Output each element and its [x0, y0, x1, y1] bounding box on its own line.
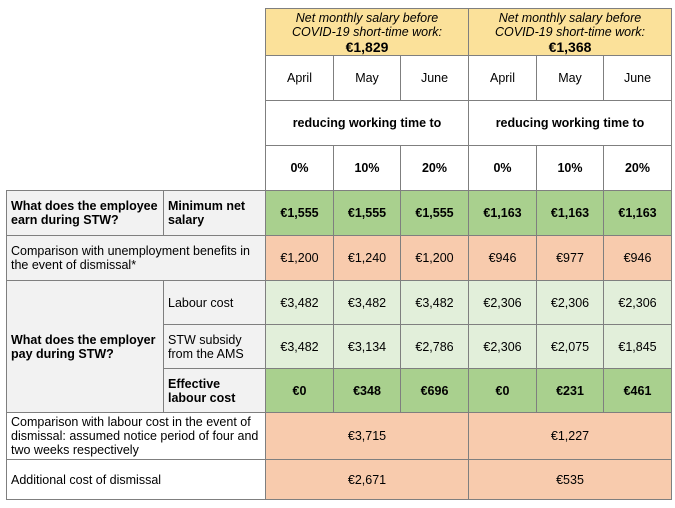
effective-value: €231 — [536, 368, 604, 413]
employer-question: What does the employer pay during STW? — [6, 280, 164, 413]
subsidy-value: €2,786 — [400, 324, 469, 369]
unemployment-value: €977 — [536, 235, 604, 281]
month-header: June — [400, 55, 469, 101]
stw-comparison-table: Net monthly salary before COVID-19 short… — [6, 8, 672, 500]
salary-header-line1: Net monthly salary before — [295, 10, 439, 25]
salary-header-amount: €1,829 — [345, 38, 389, 55]
labour-cost-row: What does the employer pay during STW? L… — [6, 280, 672, 413]
subsidy-row: STW subsidy from the AMS €3,482 €3,134 €… — [7, 324, 672, 369]
percent-header: 0% — [468, 145, 537, 191]
effective-row: Effective labour cost €0 €348 €696 €0 €2… — [7, 368, 672, 413]
unemployment-label: Comparison with unemployment benefits in… — [6, 235, 266, 281]
employee-question: What does the employee earn during STW? — [6, 190, 164, 236]
labour-cost-value: €2,306 — [536, 280, 604, 325]
month-header: June — [603, 55, 672, 101]
labour-cost-value: €3,482 — [333, 280, 401, 325]
unemployment-value: €1,200 — [265, 235, 334, 281]
subsidy-value: €3,134 — [333, 324, 401, 369]
labour-cost-value: €3,482 — [265, 280, 334, 325]
percent-row: 0% 10% 20% 0% 10% 20% — [7, 145, 672, 191]
min-net-salary-row: What does the employee earn during STW? … — [6, 190, 672, 236]
month-header: April — [468, 55, 537, 101]
subsidy-value: €2,306 — [468, 324, 537, 369]
min-net-salary-value: €1,163 — [468, 190, 537, 236]
subsidy-value: €1,845 — [603, 324, 672, 369]
percent-header: 20% — [603, 145, 672, 191]
effective-value: €696 — [400, 368, 469, 413]
unemployment-value: €946 — [468, 235, 537, 281]
subsidy-value: €3,482 — [265, 324, 334, 369]
unemployment-value: €1,240 — [333, 235, 401, 281]
min-net-salary-value: €1,555 — [265, 190, 334, 236]
dismissal-cost-row: Comparison with labour cost in the event… — [6, 412, 672, 460]
percent-header: 10% — [536, 145, 604, 191]
empty-corner — [6, 8, 266, 191]
month-header: April — [265, 55, 334, 101]
labour-cost-value: €2,306 — [603, 280, 672, 325]
dismissal-cost-label: Comparison with labour cost in the event… — [6, 412, 266, 460]
reducing-label: reducing working time to — [468, 100, 672, 146]
effective-value: €461 — [603, 368, 672, 413]
percent-header: 0% — [265, 145, 334, 191]
months-row: April May June April May June — [7, 55, 672, 101]
additional-cost-value: €2,671 — [265, 459, 469, 500]
subsidy-label: STW subsidy from the AMS — [163, 324, 266, 369]
min-net-salary-value: €1,163 — [603, 190, 672, 236]
reducing-row: reducing working time to reducing workin… — [7, 100, 672, 146]
additional-cost-label: Additional cost of dismissal — [6, 459, 266, 500]
effective-value: €348 — [333, 368, 401, 413]
salary-header-line2: COVID-19 short-time work: — [291, 24, 443, 39]
labour-cost-value: €3,482 — [400, 280, 469, 325]
salary-header-line1: Net monthly salary before — [498, 10, 642, 25]
reducing-label: reducing working time to — [265, 100, 469, 146]
salary-group-header-2: Net monthly salary before COVID-19 short… — [468, 8, 672, 56]
salary-header-row: Net monthly salary before COVID-19 short… — [6, 8, 672, 191]
min-net-salary-label: Minimum net salary — [163, 190, 266, 236]
subsidy-value: €2,075 — [536, 324, 604, 369]
salary-header-amount: €1,368 — [548, 38, 592, 55]
effective-label: Effective labour cost — [163, 368, 266, 413]
unemployment-value: €946 — [603, 235, 672, 281]
month-header: May — [333, 55, 401, 101]
month-header: May — [536, 55, 604, 101]
dismissal-cost-value: €3,715 — [265, 412, 469, 460]
salary-header-line2: COVID-19 short-time work: — [494, 24, 646, 39]
labour-cost-value: €2,306 — [468, 280, 537, 325]
labour-cost-label: Labour cost — [163, 280, 266, 325]
salary-group-header-1: Net monthly salary before COVID-19 short… — [265, 8, 469, 56]
dismissal-cost-value: €1,227 — [468, 412, 672, 460]
min-net-salary-value: €1,555 — [400, 190, 469, 236]
percent-header: 20% — [400, 145, 469, 191]
effective-value: €0 — [265, 368, 334, 413]
percent-header: 10% — [333, 145, 401, 191]
additional-cost-row: Additional cost of dismissal €2,671 €535 — [6, 459, 672, 500]
unemployment-value: €1,200 — [400, 235, 469, 281]
min-net-salary-value: €1,555 — [333, 190, 401, 236]
min-net-salary-value: €1,163 — [536, 190, 604, 236]
unemployment-row: Comparison with unemployment benefits in… — [6, 235, 672, 281]
effective-value: €0 — [468, 368, 537, 413]
additional-cost-value: €535 — [468, 459, 672, 500]
